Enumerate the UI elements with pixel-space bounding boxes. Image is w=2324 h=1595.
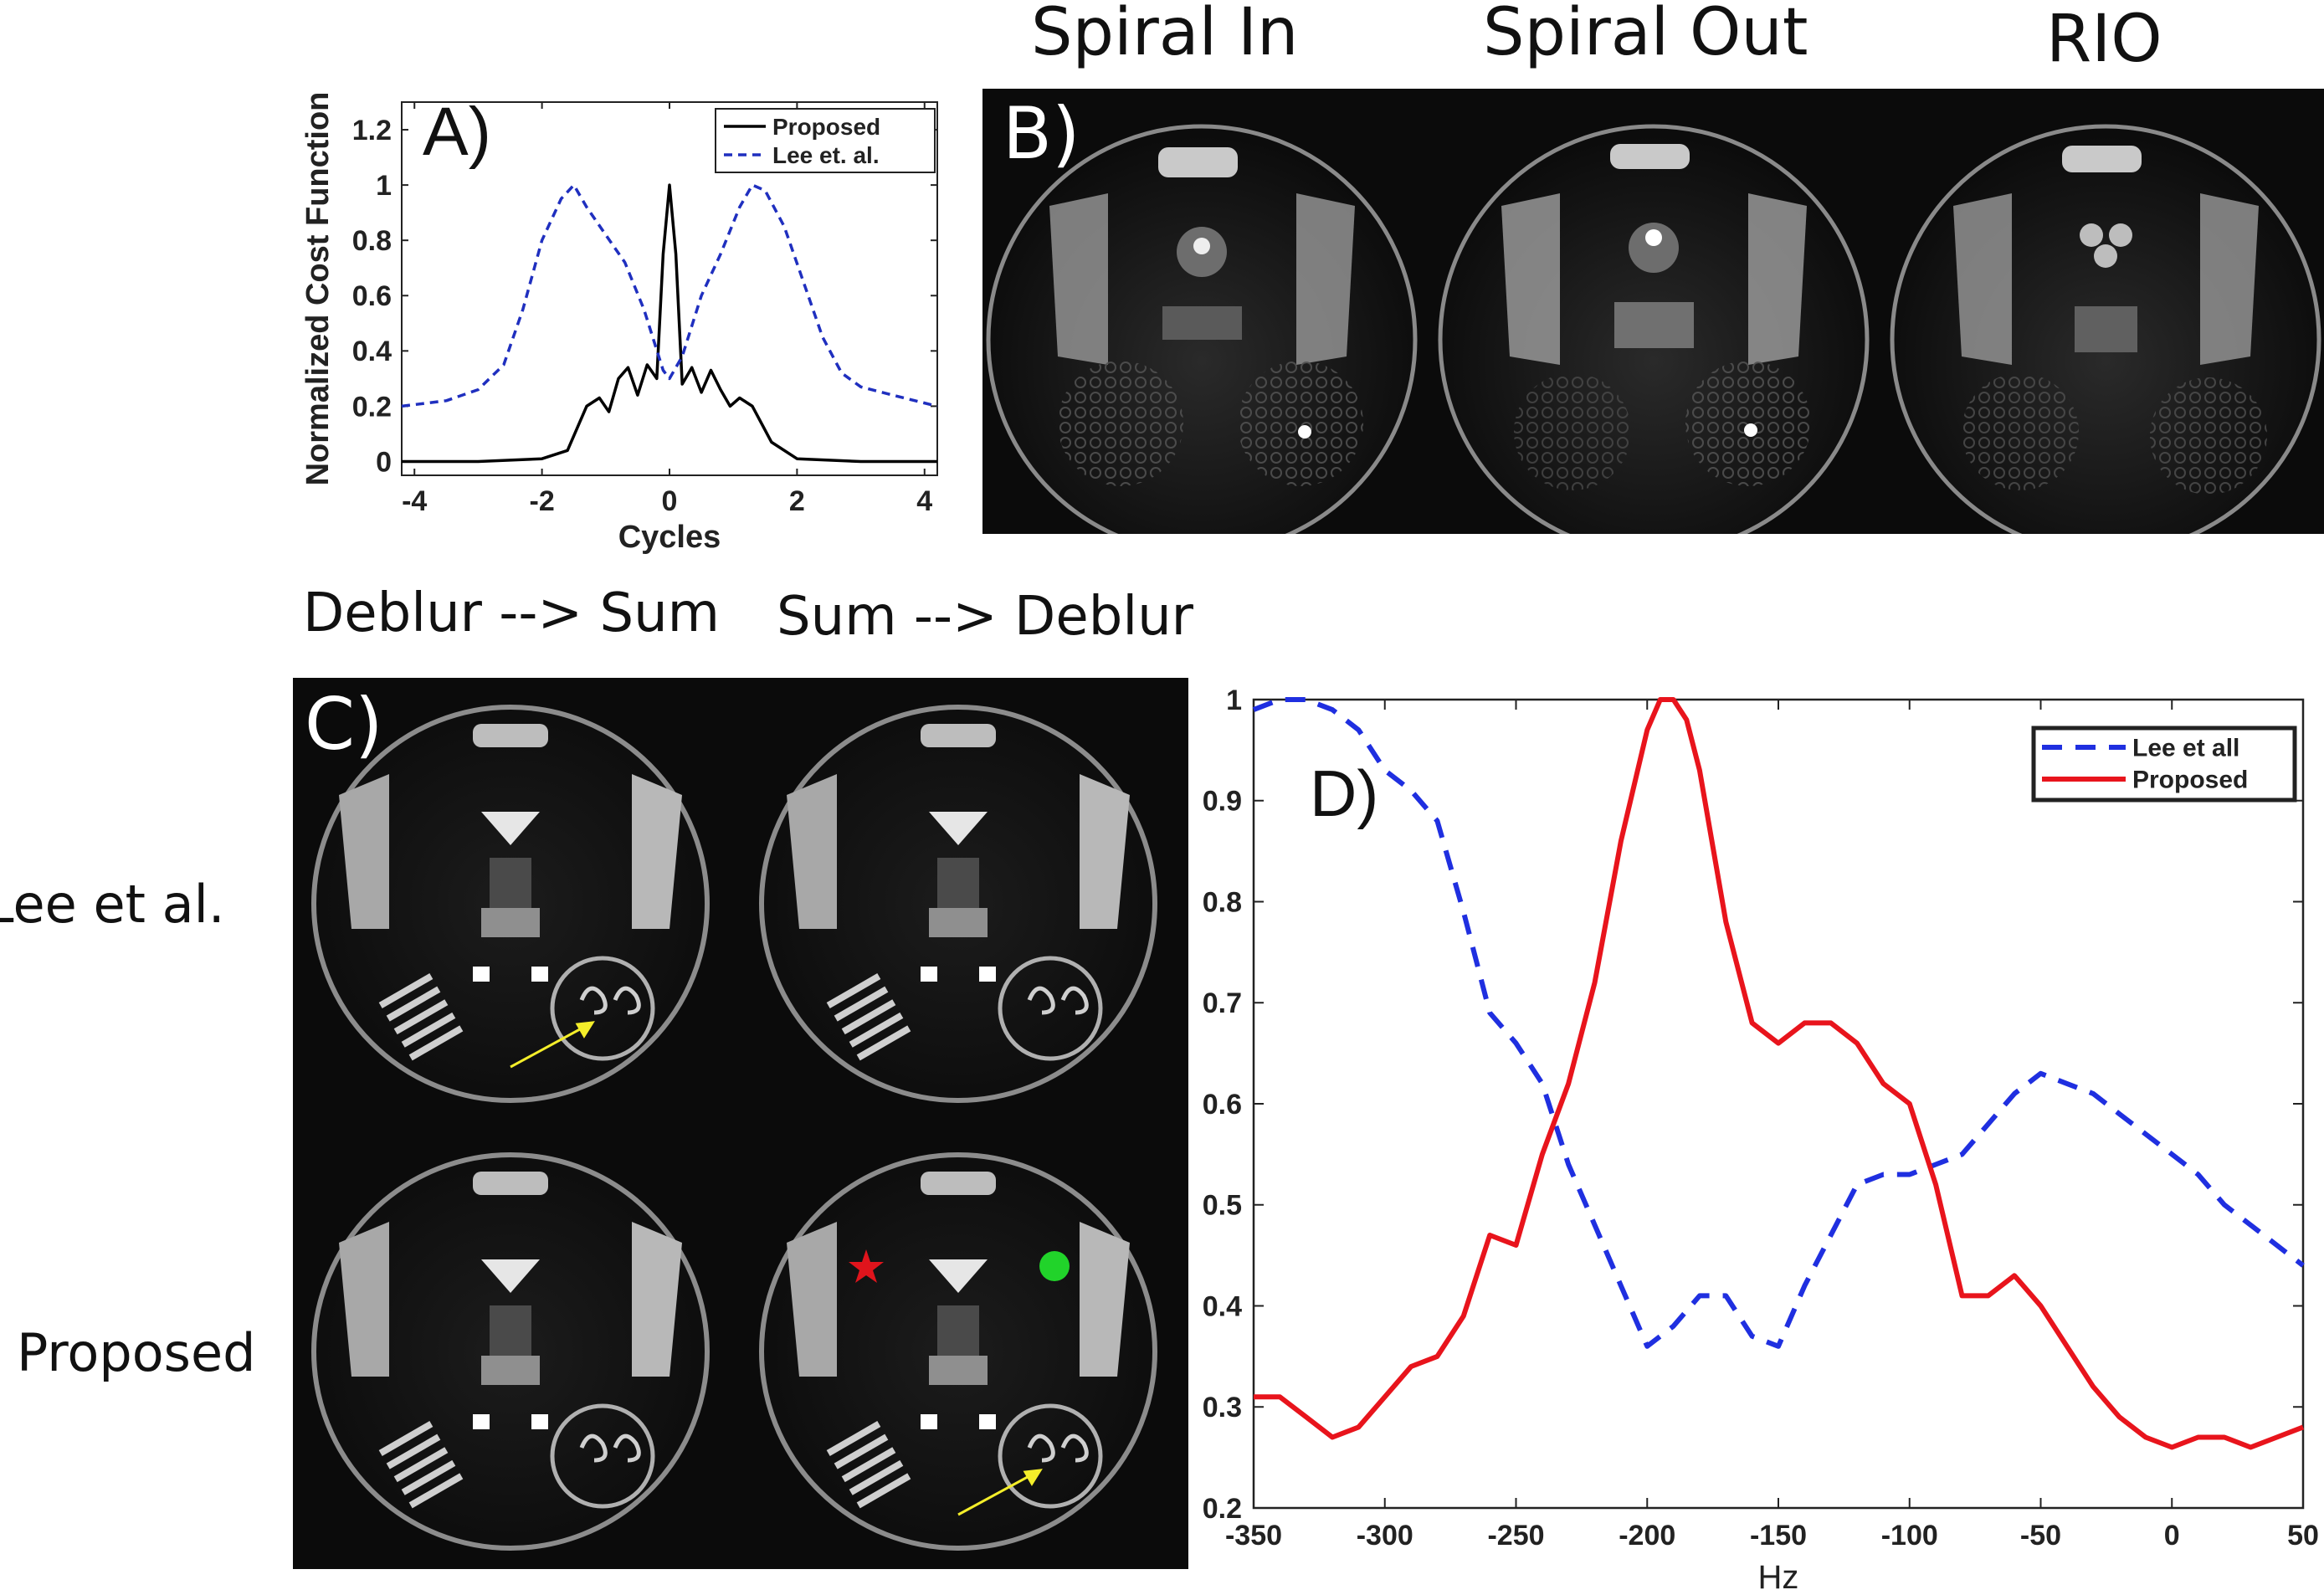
x-axis-label: Cycles [618,520,721,555]
y-tick-label: 0.6 [1203,1089,1242,1121]
legend-label: Proposed [2132,767,2248,794]
panel-a-label: A) [423,94,491,170]
phantom-proposed-deblur-sum [314,1155,707,1548]
y-tick-label: 0.6 [352,280,392,312]
x-tick-label: 50 [2287,1520,2319,1551]
series-line-0 [402,183,937,464]
series-line-1 [401,183,938,408]
panel-c-title-deblur-sum: Deblur --> Sum [303,582,720,644]
x-tick-label: -250 [1487,1520,1544,1551]
y-tick-label: 0 [376,446,392,478]
yellow-arrow-bottom [957,1469,1043,1516]
panel-b-title-spiral-in: Spiral In [1031,0,1299,70]
panel-b-label: B) [1003,92,1080,176]
x-axis-label: Hz [1758,1559,1799,1595]
phantom-proposed-sum-deblur [762,1155,1155,1548]
y-tick-label: 1 [1226,685,1242,716]
y-axis-label: Normalized Cost Function [300,92,336,486]
y-tick-label: 0.9 [1203,786,1242,818]
panel-d-line-chart: -350 -300 -250 -200 -150 -100 -50 0 50 0.2 0.3 0.4 0… [1203,685,2319,1595]
panel-c-image-grid [293,678,1188,1569]
y-tick-label: 0.8 [352,225,392,257]
x-tick-label: -2 [530,485,555,517]
y-tick-label: 0.2 [352,391,392,423]
y-tick-label: 0.8 [1203,886,1242,918]
y-tick-label: 0.5 [1203,1190,1242,1222]
x-tick-label: -300 [1357,1520,1413,1551]
panel-c-row-label-lee: Lee et al. [0,874,225,935]
y-tick-label: 1 [376,170,392,202]
x-tick-label: -150 [1750,1520,1807,1551]
phantom-lee-sum-deblur [762,707,1155,1100]
y-tick-label: 0.4 [352,336,392,367]
panel-b-image-strip [982,89,2324,534]
y-tick-label: 0.4 [1203,1290,1242,1322]
series-line-1 [1254,697,2305,1450]
x-tick-label: 0 [2164,1520,2180,1551]
phantom-spiral-out [1438,124,1870,534]
x-tick-label: -350 [1225,1520,1282,1551]
panel-c-row-label-proposed: Proposed [17,1322,256,1383]
green-dot-marker [1039,1251,1070,1281]
y-tick-label: 0.3 [1203,1392,1242,1423]
x-tick-label: -200 [1619,1520,1675,1551]
x-tick-label: 0 [662,485,678,517]
panel-c-phantom-images [293,678,1188,1569]
panel-b-title-rio: RIO [2046,2,2162,77]
legend-box [2031,726,2297,803]
panel-d-label: D) [1310,756,1378,830]
yellow-arrow-top [510,1021,595,1069]
x-tick-label: -50 [2020,1520,2061,1551]
panel-b-title-spiral-out: Spiral Out [1483,0,1808,70]
x-tick-label: -4 [402,485,427,517]
phantom-spiral-in [986,124,1418,534]
y-tick-label: 0.2 [1203,1493,1242,1525]
series-line-0 [1252,697,2305,1349]
x-tick-label: 2 [789,485,805,517]
x-tick-label: -100 [1881,1520,1938,1551]
legend-label: Lee et all [2132,735,2239,762]
legend-box [715,108,936,173]
panel-a-line-chart: -4 -2 0 2 4 0 0.2 0.4 0.6 0.8 1 1.2 Cycles Normalized… [300,92,938,555]
panel-b-phantom-images [986,124,2321,534]
phantom-rio [1890,124,2321,534]
x-tick-label: 4 [916,485,932,517]
panel-c-title-sum-deblur: Sum --> Deblur [777,586,1193,648]
legend-label: Lee et. al. [772,142,880,168]
y-tick-label: 1.2 [352,115,392,146]
legend-label: Proposed [772,114,880,140]
plot-frame [1252,698,2305,1510]
y-tick-label: 0.7 [1203,987,1242,1019]
red-star-marker [849,1249,884,1283]
panel-c-label: C) [305,683,383,767]
